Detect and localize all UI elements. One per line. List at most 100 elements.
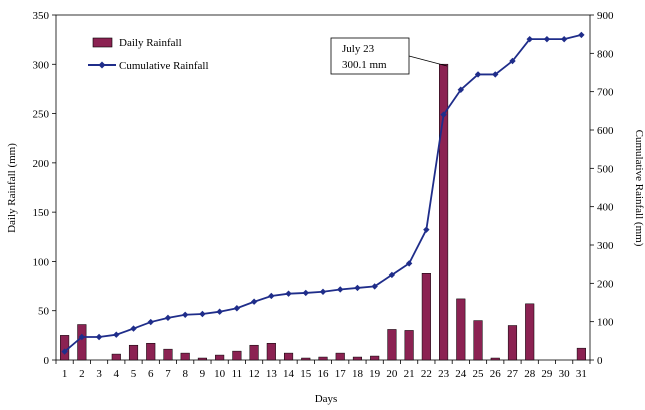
x-tick-label: 3 <box>96 368 102 380</box>
cumulative-rainfall-point <box>354 284 361 292</box>
x-tick-label: 1 <box>62 368 68 380</box>
x-tick-label: 10 <box>214 368 226 380</box>
daily-rainfall-bar <box>249 344 259 361</box>
x-tick-label: 2 <box>79 368 85 380</box>
daily-rainfall-bar <box>490 357 500 361</box>
x-tick-label: 28 <box>524 368 536 380</box>
cumulative-rainfall-point <box>130 325 137 332</box>
x-tick-label: 31 <box>576 368 587 380</box>
cumulative-rainfall-point <box>474 71 482 78</box>
y-right-tick-label: 200 <box>597 278 614 290</box>
cumulative-rainfall-point <box>440 111 447 118</box>
cumulative-rainfall-point <box>560 35 568 43</box>
x-axis-title: Days <box>315 393 338 405</box>
y-right-tick-label: 700 <box>597 87 614 99</box>
cumulative-rainfall-line-path <box>64 34 582 353</box>
x-tick-label: 25 <box>473 368 485 380</box>
daily-rainfall-bar <box>77 324 87 361</box>
x-tick-label: 4 <box>114 368 120 380</box>
cumulative-rainfall-point <box>113 331 120 338</box>
daily-rainfall-bar <box>576 347 586 361</box>
cumulative-rainfall-point <box>337 286 344 293</box>
daily-rainfall-bar <box>525 303 535 361</box>
annotation-line2: 300.1 mm <box>342 59 387 71</box>
daily-rainfall-bar <box>180 352 190 361</box>
cumulative-rainfall-point <box>578 31 585 39</box>
x-tick-label: 29 <box>541 368 553 380</box>
cumulative-rainfall-point <box>233 305 241 312</box>
daily-rainfall-bar <box>387 329 397 361</box>
daily-rainfall-bar <box>128 344 139 361</box>
daily-rainfall-bar <box>473 320 483 361</box>
cumulative-rainfall-point <box>181 311 189 318</box>
cumulative-rainfall-point <box>164 314 172 322</box>
cumulative-rainfall-point <box>457 86 465 93</box>
x-tick-label: 11 <box>232 368 243 380</box>
x-tick-label: 18 <box>352 368 364 380</box>
cumulative-rainfall-point <box>319 288 327 295</box>
y-right-tick-label: 500 <box>597 163 614 175</box>
daily-rainfall-bar <box>60 335 70 361</box>
y-axis-title-right: Cumulative Rainfall (mm) <box>633 130 645 247</box>
x-tick-label: 26 <box>490 368 502 380</box>
daily-rainfall-bar <box>421 273 431 361</box>
legend-marker-cumulative-rainfall <box>98 61 106 69</box>
y-left-tick-label: 0 <box>44 355 50 367</box>
y-left-tick-label: 200 <box>33 158 50 170</box>
y-axis-title-left: Daily Rainfall (mm) <box>6 143 18 233</box>
x-tick-label: 7 <box>165 368 171 380</box>
cumulative-rainfall-point <box>388 271 396 279</box>
x-tick-label: 9 <box>200 368 206 380</box>
cumulative-rainfall-point <box>78 333 86 341</box>
x-tick-label: 20 <box>386 368 398 380</box>
cumulative-rainfall-point <box>509 57 516 65</box>
x-tick-label: 6 <box>148 368 154 380</box>
daily-rainfall-bars <box>60 63 586 361</box>
legend-label-daily-rainfall: Daily Rainfall <box>119 37 182 49</box>
x-tick-label: 17 <box>335 368 347 380</box>
legend: Daily Rainfall Cumulative Rainfall <box>88 37 209 72</box>
cumulative-rainfall-point <box>147 318 154 326</box>
x-tick-label: 24 <box>455 368 467 380</box>
daily-rainfall-bar <box>404 330 414 361</box>
annotation-leader <box>408 55 448 67</box>
y-left-tick-label: 100 <box>33 256 50 268</box>
cumulative-rainfall-point <box>216 308 223 315</box>
y-left-tick-label: 150 <box>33 207 50 219</box>
x-tick-label: 12 <box>249 368 260 380</box>
cumulative-rainfall-point <box>199 310 206 318</box>
cumulative-rainfall-point <box>61 348 68 355</box>
cumulative-rainfall-point <box>268 292 275 300</box>
x-tick-label: 30 <box>559 368 571 380</box>
cumulative-rainfall-line <box>61 31 585 355</box>
y-right-tick-label: 0 <box>597 355 603 367</box>
y-left-tick-label: 50 <box>38 306 50 318</box>
y-right-tick-label: 400 <box>597 202 614 214</box>
daily-rainfall-bar <box>318 356 328 361</box>
x-tick-label: 16 <box>318 368 330 380</box>
cumulative-rainfall-point <box>285 290 292 297</box>
y-left-tick-label: 350 <box>33 10 50 22</box>
annotation-box <box>330 37 410 75</box>
x-tick-label: 23 <box>438 368 450 380</box>
daily-rainfall-bar <box>507 325 518 361</box>
daily-rainfall-bar <box>111 353 121 361</box>
x-tick-label: 14 <box>283 368 295 380</box>
daily-rainfall-bar <box>335 352 345 361</box>
x-tick-label: 27 <box>507 368 519 380</box>
y-left-tick-label: 250 <box>33 109 50 121</box>
cumulative-rainfall-point <box>371 283 378 290</box>
daily-rainfall-bar <box>197 357 207 361</box>
cumulative-rainfall-point <box>492 71 499 78</box>
daily-rainfall-bar <box>370 355 380 361</box>
x-tick-label: 22 <box>421 368 432 380</box>
x-tick-label: 5 <box>131 368 137 380</box>
x-tick-label: 15 <box>300 368 312 380</box>
daily-rainfall-bar <box>215 354 225 361</box>
y-right-tick-label: 900 <box>597 10 614 22</box>
daily-rainfall-bar <box>456 298 466 361</box>
daily-rainfall-bar <box>301 357 311 361</box>
y-right-tick-label: 800 <box>597 48 614 60</box>
x-tick-label: 8 <box>182 368 188 380</box>
